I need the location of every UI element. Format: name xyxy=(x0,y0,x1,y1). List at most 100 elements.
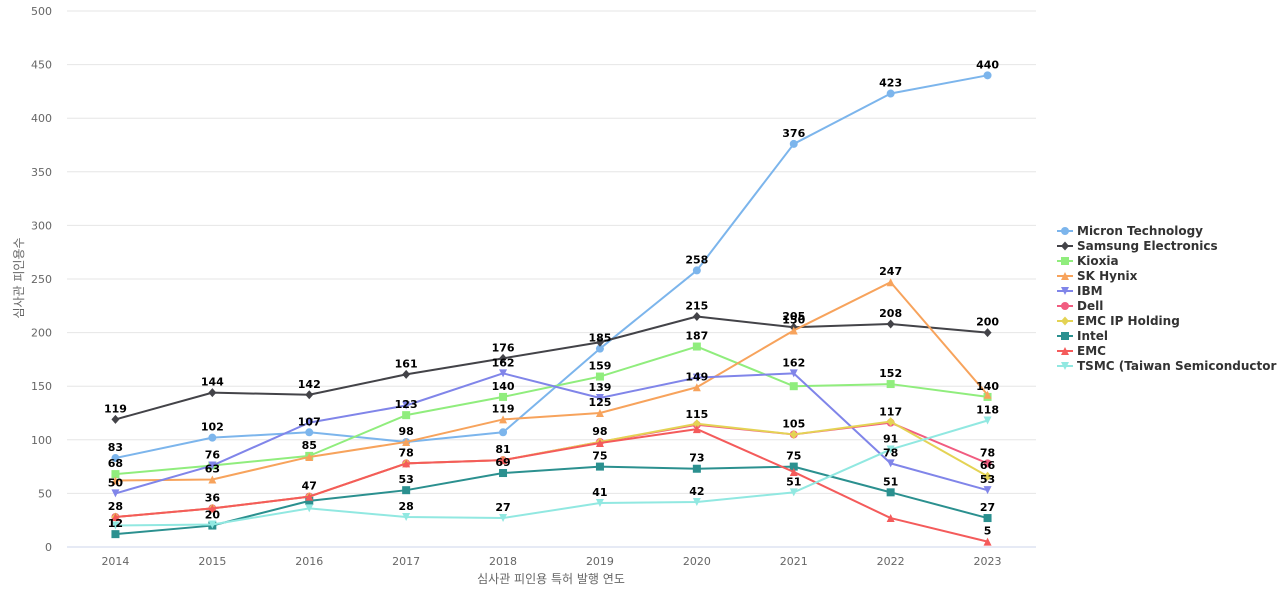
legend-item[interactable]: Micron Technology xyxy=(1057,224,1203,238)
legend-item[interactable]: Intel xyxy=(1057,329,1108,343)
data-point xyxy=(111,521,120,530)
data-label: 12 xyxy=(108,517,123,530)
data-point xyxy=(208,520,217,529)
legend-item[interactable]: Dell xyxy=(1057,299,1103,313)
data-point xyxy=(305,504,314,513)
data-point xyxy=(886,417,895,427)
data-point xyxy=(595,344,604,353)
data-label: 36 xyxy=(205,491,221,504)
legend-marker xyxy=(1061,302,1069,310)
series-9 xyxy=(111,416,992,530)
data-point xyxy=(499,469,508,478)
data-label: 125 xyxy=(588,396,611,409)
data-label: 142 xyxy=(298,378,321,391)
legend-marker xyxy=(1061,287,1069,295)
data-label: 76 xyxy=(205,449,221,462)
data-point xyxy=(305,492,314,501)
data-label: 107 xyxy=(298,415,321,428)
data-point xyxy=(595,439,604,448)
y-tick-label: 250 xyxy=(31,273,52,286)
y-tick-label: 500 xyxy=(31,5,52,18)
legend-item[interactable]: EMC xyxy=(1057,344,1106,358)
data-label: 63 xyxy=(205,462,220,475)
data-point xyxy=(983,390,992,399)
data-point xyxy=(789,369,798,378)
data-point xyxy=(692,373,701,382)
y-tick-label: 150 xyxy=(31,380,52,393)
grid-lines xyxy=(67,10,1036,494)
data-point xyxy=(983,514,992,523)
data-label: 123 xyxy=(395,398,418,411)
series-line xyxy=(115,372,988,495)
legend-item[interactable]: SK Hynix xyxy=(1057,269,1138,283)
legend-item[interactable]: EMC IP Holding xyxy=(1057,314,1180,328)
data-point xyxy=(208,433,217,442)
x-tick-label: 2014 xyxy=(101,555,129,568)
data-label: 258 xyxy=(685,253,708,266)
data-label: 75 xyxy=(592,450,607,463)
legend-marker xyxy=(1061,241,1069,251)
data-point xyxy=(499,514,508,523)
data-label: 247 xyxy=(879,265,902,278)
data-label: 85 xyxy=(302,439,317,452)
data-point xyxy=(305,418,314,427)
series-line xyxy=(115,428,988,543)
data-label: 98 xyxy=(592,425,607,438)
data-label: 102 xyxy=(201,421,224,434)
data-point xyxy=(692,383,701,392)
data-point xyxy=(595,499,604,508)
data-point xyxy=(886,89,895,98)
y-axis-title: 심사관 피인용수 xyxy=(12,237,26,318)
x-tick-label: 2021 xyxy=(780,555,808,568)
legend-label: Samsung Electronics xyxy=(1077,239,1218,253)
data-label: 75 xyxy=(786,450,801,463)
data-label: 150 xyxy=(782,313,805,326)
data-point xyxy=(305,390,314,400)
data-label: 27 xyxy=(980,501,995,514)
data-point xyxy=(886,319,895,329)
data-label: 144 xyxy=(201,376,224,389)
data-point xyxy=(402,411,411,420)
legend-marker xyxy=(1061,362,1069,370)
data-label: 81 xyxy=(495,443,510,456)
data-label: 42 xyxy=(689,485,704,498)
data-point xyxy=(789,462,798,471)
data-point xyxy=(305,428,314,437)
legend-label: TSMC (Taiwan Semiconductor ... xyxy=(1077,359,1280,373)
data-point xyxy=(983,416,992,425)
data-point xyxy=(886,459,895,468)
data-label: 440 xyxy=(976,58,999,71)
data-labels: 83 102 107 185 258 376 423 440 119 144 142 161 176 21… xyxy=(104,58,999,537)
y-tick-label: 400 xyxy=(31,112,52,125)
data-point xyxy=(499,456,508,465)
data-point xyxy=(886,380,895,389)
series-group xyxy=(111,71,992,546)
data-point xyxy=(692,497,701,506)
legend-item[interactable]: Kioxia xyxy=(1057,254,1119,268)
x-tick-label: 2018 xyxy=(489,555,517,568)
data-label: 161 xyxy=(395,357,418,370)
data-label: 28 xyxy=(398,500,413,513)
data-label: 140 xyxy=(492,380,515,393)
legend-item[interactable]: TSMC (Taiwan Semiconductor ... xyxy=(1057,359,1280,373)
x-tick-label: 2019 xyxy=(586,555,614,568)
data-label: 162 xyxy=(782,356,805,369)
data-point xyxy=(595,337,604,347)
data-point xyxy=(789,467,798,476)
series-7 xyxy=(111,462,992,539)
data-label: 119 xyxy=(104,402,127,415)
data-point xyxy=(886,514,895,523)
series-3 xyxy=(111,278,992,485)
data-point xyxy=(402,401,411,410)
data-label: 78 xyxy=(980,446,995,459)
legend-item[interactable]: Samsung Electronics xyxy=(1057,239,1218,253)
series-line xyxy=(115,419,988,527)
legend-marker xyxy=(1061,227,1069,235)
legend-item[interactable]: IBM xyxy=(1057,284,1103,298)
data-label: 98 xyxy=(398,425,413,438)
data-point xyxy=(789,139,798,148)
data-label: 41 xyxy=(592,486,607,499)
data-point xyxy=(499,415,508,424)
